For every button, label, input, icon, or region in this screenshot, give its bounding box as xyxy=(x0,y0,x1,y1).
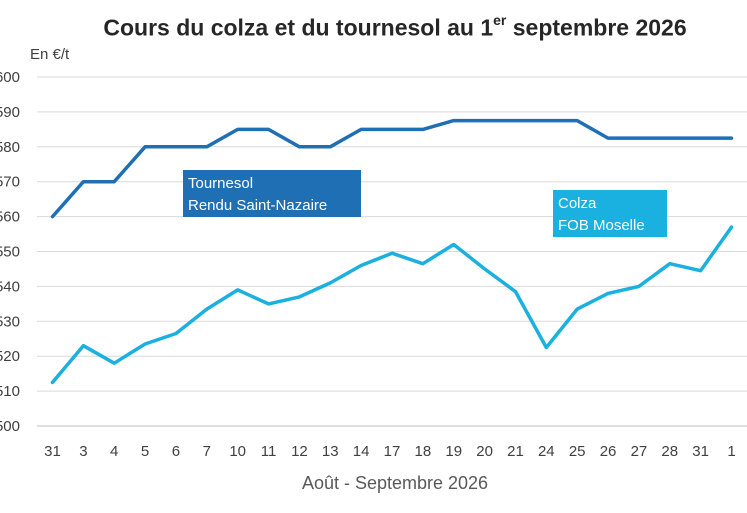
y-tick-label-560: 560 xyxy=(0,209,20,226)
x-tick-label-12: 18 xyxy=(415,443,432,460)
x-tick-label-19: 27 xyxy=(631,443,648,460)
x-tick-label-9: 13 xyxy=(322,443,339,460)
series-lines xyxy=(50,118,734,385)
annotation-box-tournesol xyxy=(183,170,361,217)
y-tick-label-520: 520 xyxy=(0,348,20,365)
annotation-label-tournesol: Tournesol xyxy=(188,175,253,192)
x-tick-label-4: 6 xyxy=(172,443,180,460)
x-tick-label-3: 5 xyxy=(141,443,149,460)
y-tick-label-550: 550 xyxy=(0,244,20,261)
y-tick-label-580: 580 xyxy=(0,139,20,156)
x-tick-label-16: 24 xyxy=(538,443,555,460)
x-tick-label-11: 17 xyxy=(384,443,401,460)
annotation-box-colza xyxy=(553,190,667,237)
title-main: Cours du colza et du tournesol au 1 xyxy=(103,14,494,41)
annotation-label-colza: Colza xyxy=(558,195,597,212)
x-axis-label: Août - Septembre 2026 xyxy=(302,473,488,493)
series-annotations: Tournesol Rendu Saint-Nazaire Colza FOB Mos… xyxy=(183,170,667,237)
y-tick-label-510: 510 xyxy=(0,383,20,400)
x-tick-label-22: 1 xyxy=(727,443,735,460)
y-tick-label-600: 600 xyxy=(0,69,20,86)
x-tick-label-1: 3 xyxy=(79,443,87,460)
x-tick-label-20: 28 xyxy=(661,443,678,460)
x-tick-label-10: 14 xyxy=(353,443,370,460)
x-tick-label-0: 31 xyxy=(44,443,61,460)
y-tick-label-500: 500 xyxy=(0,418,20,435)
y-tick-label-590: 590 xyxy=(0,104,20,121)
x-tick-label-15: 21 xyxy=(507,443,524,460)
y-tick-label-530: 530 xyxy=(0,313,20,330)
annotation-sublabel-colza: FOB Moselle xyxy=(558,217,645,234)
x-tick-label-6: 10 xyxy=(229,443,246,460)
x-tick-label-5: 7 xyxy=(203,443,211,460)
x-tick-label-2: 4 xyxy=(110,443,118,460)
y-axis-label: En €/t xyxy=(30,46,70,63)
y-tick-label-540: 540 xyxy=(0,278,20,295)
x-tick-label-13: 19 xyxy=(445,443,462,460)
y-axis-ticks: 500 510 520 530 540 550 560 570 580 590 600 xyxy=(0,69,20,435)
gridlines xyxy=(37,76,747,427)
title-superscript: er xyxy=(493,12,507,28)
x-axis-ticks: 31 3 4 5 6 7 10 11 12 13 14 17 18 19 20 21 24 25 26 27 28 31 1 xyxy=(44,443,736,460)
x-tick-label-14: 20 xyxy=(476,443,493,460)
x-tick-label-17: 25 xyxy=(569,443,586,460)
series-line-tournesol xyxy=(50,118,734,219)
y-tick-label-570: 570 xyxy=(0,174,20,191)
chart-title: Cours du colza et du tournesol au 1er se… xyxy=(0,12,747,42)
x-tick-label-8: 12 xyxy=(291,443,308,460)
annotation-sublabel-tournesol: Rendu Saint-Nazaire xyxy=(188,197,327,214)
x-tick-label-21: 31 xyxy=(692,443,709,460)
series-line-colza xyxy=(50,225,734,385)
x-tick-label-7: 11 xyxy=(261,443,277,460)
x-tick-label-18: 26 xyxy=(600,443,617,460)
title-end: septembre 2026 xyxy=(506,14,687,41)
